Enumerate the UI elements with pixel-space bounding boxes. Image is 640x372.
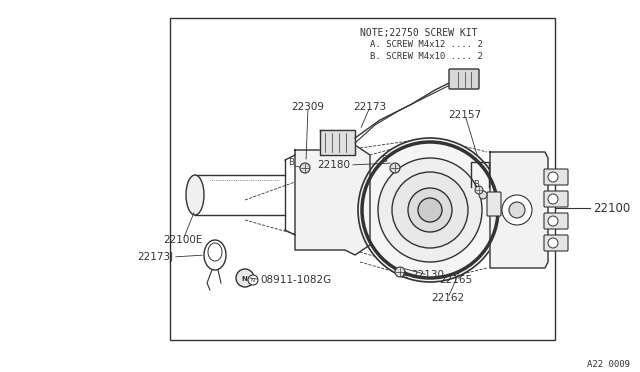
Text: 22157: 22157 — [449, 110, 481, 120]
Circle shape — [475, 186, 483, 194]
FancyBboxPatch shape — [544, 191, 568, 207]
Circle shape — [509, 202, 525, 218]
Text: A. SCREW M4x12 .... 2: A. SCREW M4x12 .... 2 — [370, 40, 483, 49]
Text: A: A — [402, 271, 408, 280]
Circle shape — [395, 267, 405, 277]
Text: 22130: 22130 — [412, 270, 445, 280]
Circle shape — [548, 216, 558, 226]
Text: N: N — [251, 278, 255, 282]
Circle shape — [548, 194, 558, 204]
Circle shape — [418, 198, 442, 222]
Text: 22100: 22100 — [593, 202, 630, 215]
Circle shape — [548, 238, 558, 248]
Circle shape — [248, 275, 258, 285]
Circle shape — [479, 191, 487, 199]
Text: 08911-1082G: 08911-1082G — [260, 275, 332, 285]
Circle shape — [548, 172, 558, 182]
Text: 22180: 22180 — [317, 160, 350, 170]
FancyBboxPatch shape — [449, 69, 479, 89]
FancyBboxPatch shape — [487, 192, 501, 216]
Ellipse shape — [186, 175, 204, 215]
Circle shape — [236, 269, 254, 287]
Bar — [170, 18, 555, 340]
Text: 22309: 22309 — [291, 102, 324, 112]
Polygon shape — [320, 130, 355, 155]
Text: 22162: 22162 — [431, 293, 465, 303]
Text: 22100E: 22100E — [163, 235, 203, 245]
Text: 22173: 22173 — [353, 102, 387, 112]
Text: 22165: 22165 — [440, 275, 472, 285]
Text: B: B — [473, 180, 479, 189]
Circle shape — [378, 158, 482, 262]
Text: B: B — [381, 155, 387, 164]
FancyBboxPatch shape — [544, 169, 568, 185]
Circle shape — [300, 163, 310, 173]
Circle shape — [358, 138, 502, 282]
FancyBboxPatch shape — [544, 235, 568, 251]
Circle shape — [392, 172, 468, 248]
Circle shape — [502, 195, 532, 225]
Text: NOTE;22750 SCREW KIT: NOTE;22750 SCREW KIT — [360, 28, 477, 38]
Text: N: N — [241, 276, 247, 282]
Polygon shape — [490, 152, 548, 268]
Polygon shape — [295, 145, 370, 255]
Text: A22 0009: A22 0009 — [587, 360, 630, 369]
Circle shape — [390, 163, 400, 173]
Text: B. SCREW M4x10 .... 2: B. SCREW M4x10 .... 2 — [370, 52, 483, 61]
FancyBboxPatch shape — [544, 213, 568, 229]
Text: 22173J: 22173J — [137, 252, 173, 262]
Text: B: B — [288, 158, 294, 167]
Circle shape — [408, 188, 452, 232]
